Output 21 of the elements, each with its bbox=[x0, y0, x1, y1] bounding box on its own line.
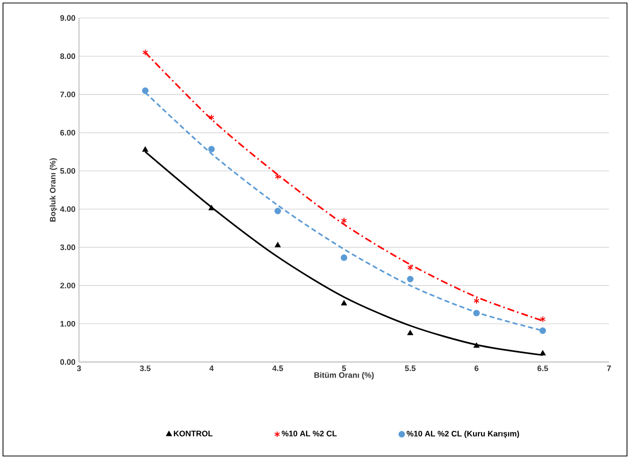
point bbox=[407, 264, 414, 271]
point bbox=[341, 300, 347, 306]
point bbox=[142, 49, 148, 56]
point bbox=[407, 330, 414, 336]
point bbox=[142, 146, 148, 152]
point bbox=[540, 350, 546, 356]
point bbox=[540, 316, 546, 322]
point bbox=[540, 327, 546, 334]
point bbox=[208, 114, 214, 121]
point bbox=[274, 208, 281, 214]
point bbox=[340, 254, 348, 261]
point bbox=[142, 87, 148, 94]
point bbox=[341, 217, 347, 224]
point bbox=[274, 173, 281, 180]
point bbox=[474, 342, 480, 348]
point bbox=[474, 298, 480, 304]
point bbox=[473, 310, 480, 316]
point bbox=[208, 146, 215, 152]
point bbox=[208, 205, 214, 210]
point bbox=[407, 276, 414, 282]
point bbox=[274, 242, 281, 248]
